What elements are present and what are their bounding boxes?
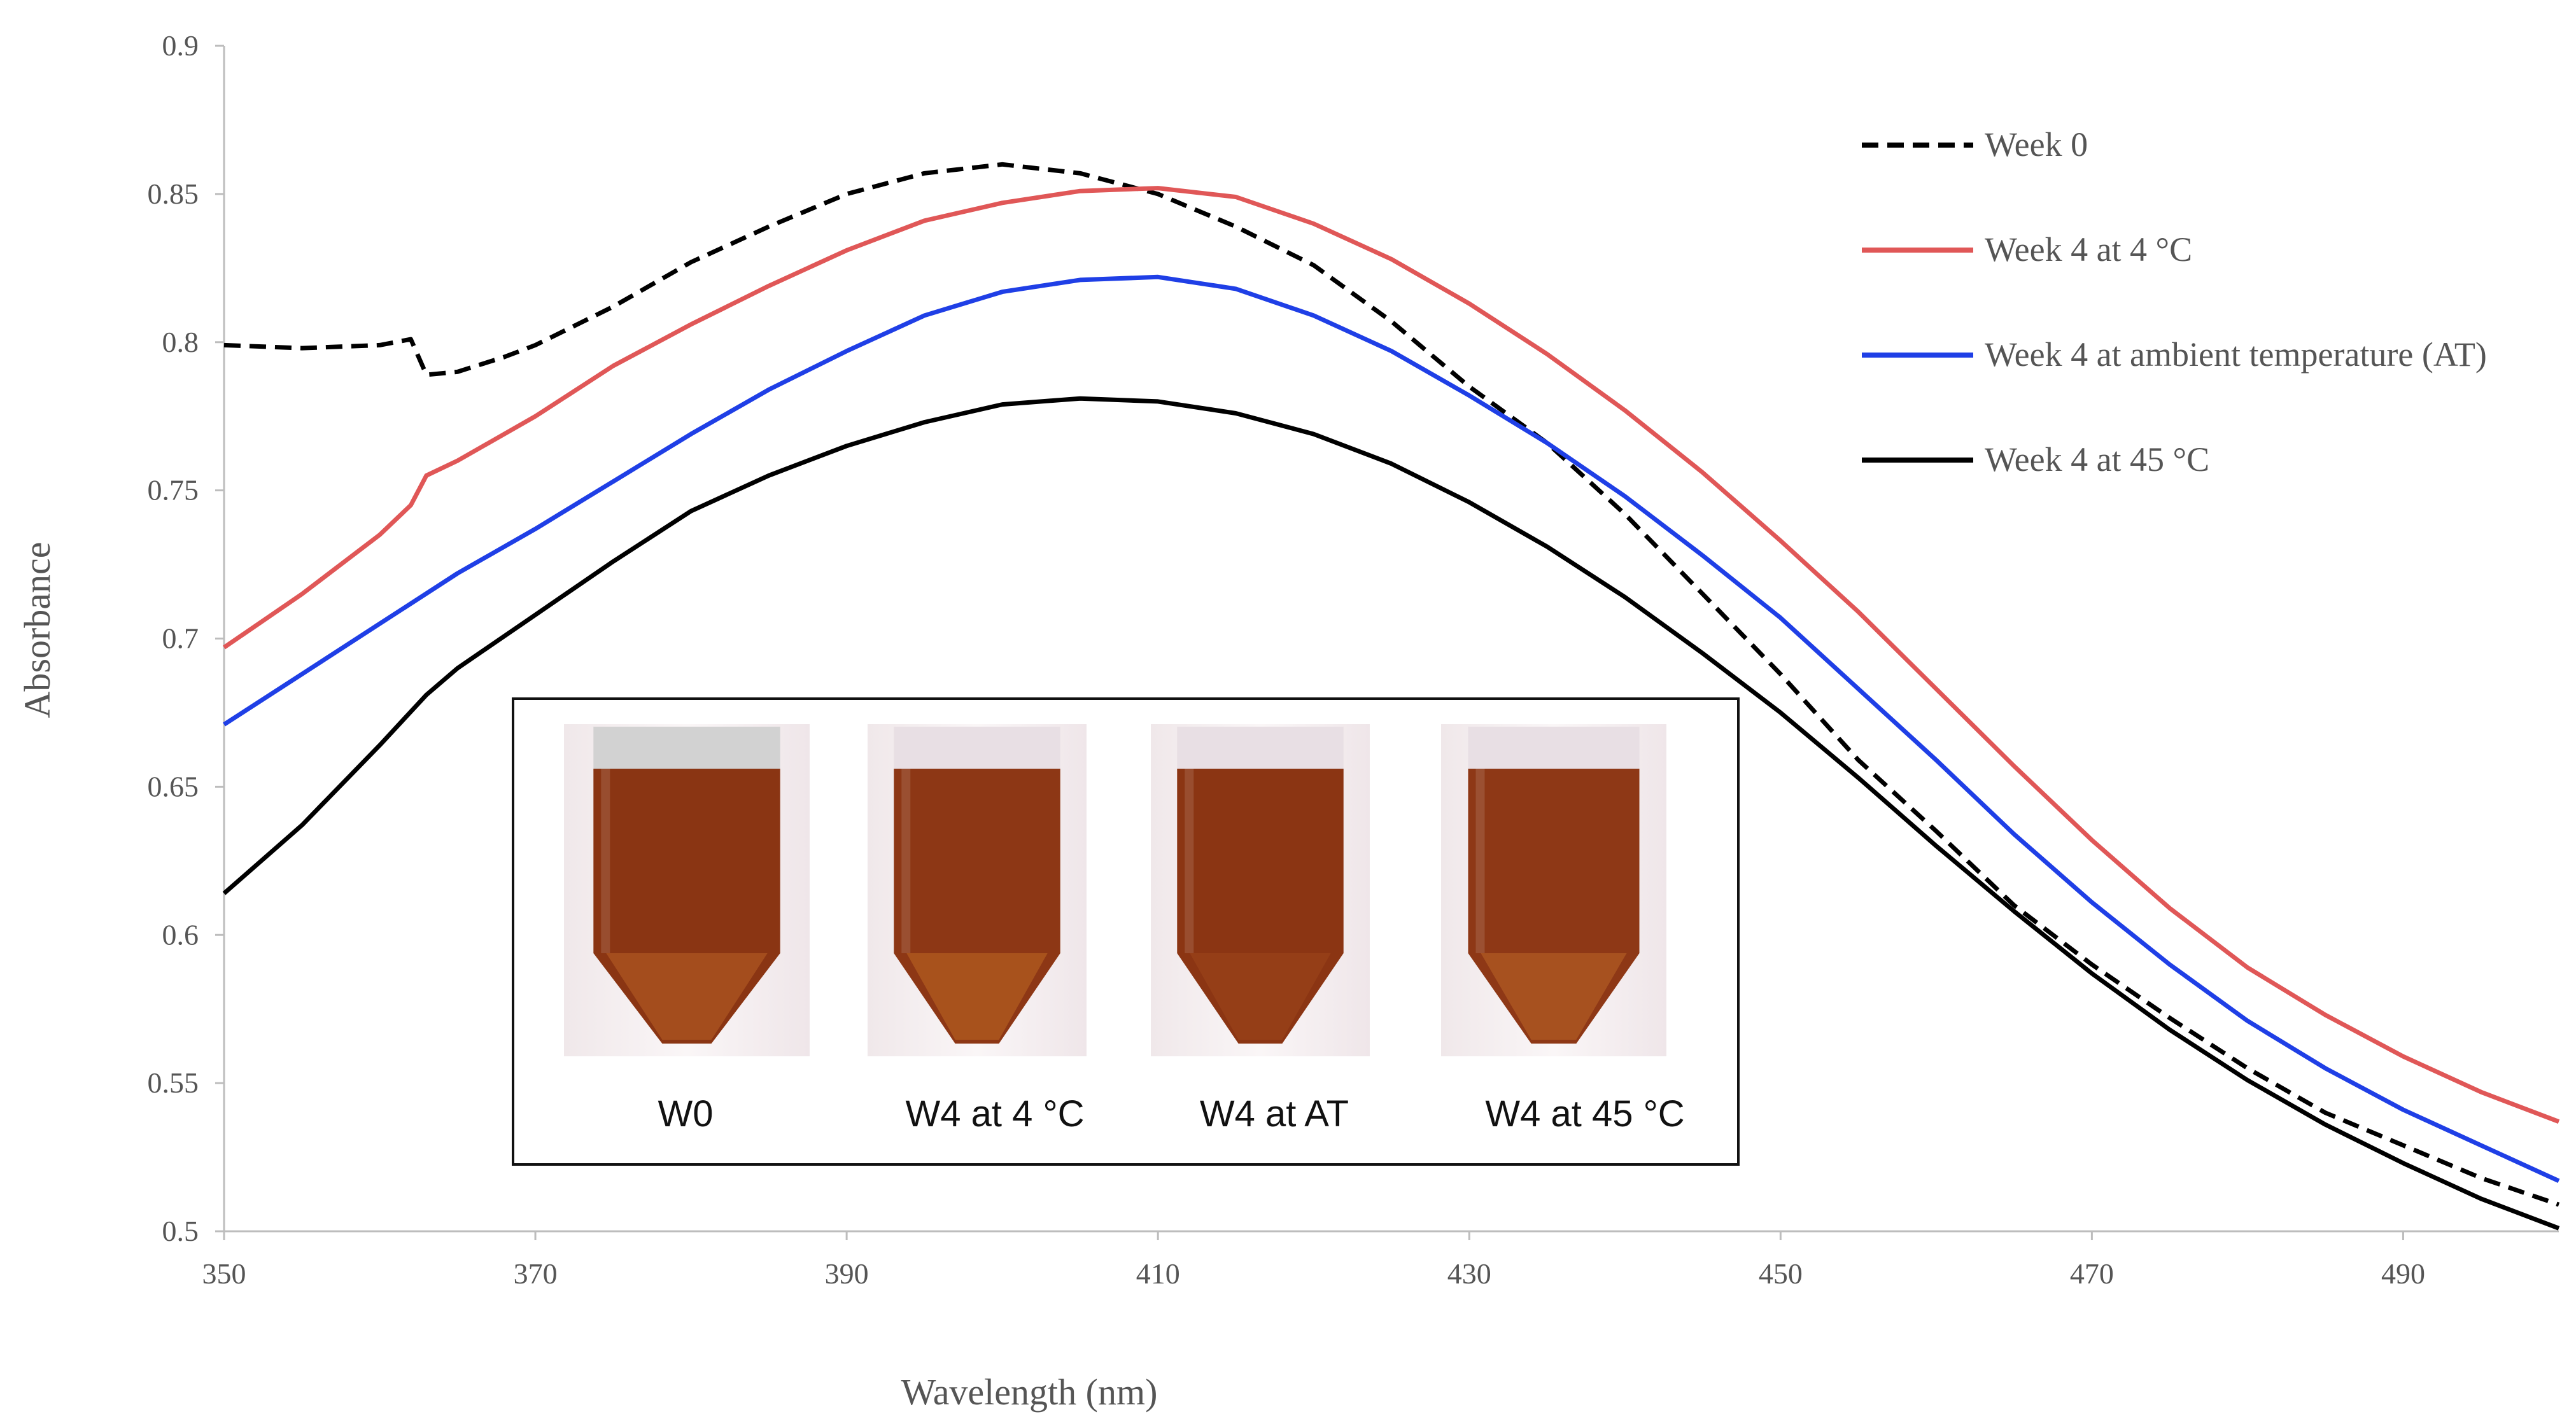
y-tick-label: 0.85 <box>148 178 199 210</box>
x-tick-label: 350 <box>202 1257 246 1290</box>
x-tick-label: 470 <box>2070 1257 2114 1290</box>
vial-highlight <box>901 769 911 953</box>
vial-photo-inset: W0 W4 at 4 °C W4 at AT W4 at 45 °C <box>512 697 1740 1166</box>
vial-cap <box>1177 727 1344 771</box>
vial-label-3: W4 at 45 °C <box>1485 1093 1684 1135</box>
vial-label-2: W4 at AT <box>1200 1093 1349 1135</box>
legend-label-0: Week 0 <box>1985 125 2088 164</box>
x-axis-title: Wavelength (nm) <box>901 1371 1158 1413</box>
y-tick-label: 0.75 <box>148 474 199 507</box>
legend: Week 0 Week 4 at 4 °C Week 4 at ambient te… <box>1862 125 2487 479</box>
vial-tip <box>606 953 768 1040</box>
vial-liquid <box>593 769 780 1044</box>
vial-tip <box>1481 953 1627 1040</box>
vial-highlight <box>601 769 610 953</box>
legend-label-1: Week 4 at 4 °C <box>1985 230 2192 269</box>
vial-label-1: W4 at 4 °C <box>905 1093 1084 1135</box>
vial-liquid <box>1468 769 1640 1044</box>
y-axis-title: Absorbance <box>17 542 58 718</box>
vial-liquid <box>894 769 1060 1044</box>
vial-cap <box>894 727 1060 771</box>
vial-liquid <box>1177 769 1344 1044</box>
y-tick-label: 0.55 <box>148 1066 199 1099</box>
x-tick-label: 430 <box>1447 1257 1491 1290</box>
y-tick-label: 0.6 <box>162 918 199 951</box>
y-tick-label: 0.65 <box>148 770 199 802</box>
axes: 0.5 0.55 0.6 0.65 0.7 0.75 0.8 0.85 0.9 350 370 390… <box>148 29 2559 1290</box>
y-tick-label: 0.8 <box>162 326 199 358</box>
legend-label-2: Week 4 at ambient temperature (AT) <box>1985 335 2487 374</box>
x-tick-label: 450 <box>1759 1257 1803 1290</box>
vial-photo-0 <box>564 724 810 1056</box>
x-tick-label: 490 <box>2381 1257 2425 1290</box>
y-tick-label: 0.5 <box>162 1215 199 1247</box>
series-line-3 <box>222 396 2560 1231</box>
x-tick-label: 410 <box>1136 1257 1180 1290</box>
y-tick-label: 0.7 <box>162 622 199 655</box>
vial-highlight <box>1475 769 1485 953</box>
vial-cap <box>593 727 780 771</box>
vial-photo-2 <box>1151 724 1370 1056</box>
vial-highlight <box>1185 769 1194 953</box>
series-layer <box>222 162 2560 1231</box>
series-line-2 <box>223 274 2560 1183</box>
vial-tip <box>906 953 1048 1040</box>
legend-label-3: Week 4 at 45 °C <box>1985 440 2209 479</box>
x-tick-label: 370 <box>514 1257 558 1290</box>
series-line-0 <box>223 162 2560 1207</box>
x-tick-label: 390 <box>825 1257 869 1290</box>
vial-tip <box>1190 953 1331 1040</box>
vial-photo-1 <box>868 724 1087 1056</box>
vial-label-0: W0 <box>658 1093 714 1135</box>
y-tick-label: 0.9 <box>162 29 199 62</box>
series-line-1 <box>223 186 2560 1124</box>
vial-photo-3 <box>1441 724 1666 1056</box>
vial-cap <box>1468 727 1640 771</box>
